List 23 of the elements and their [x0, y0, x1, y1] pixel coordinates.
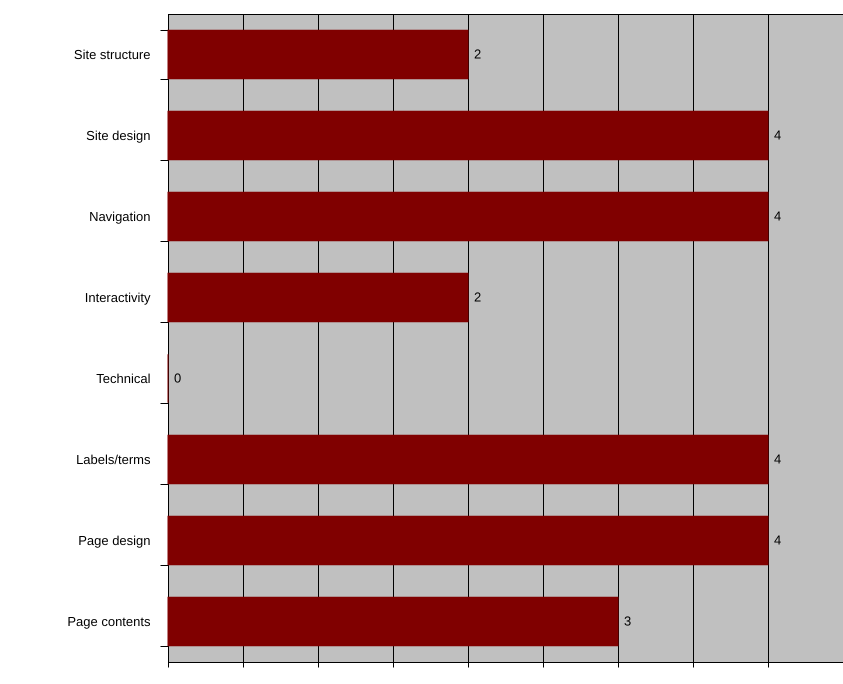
- data-label: 4: [774, 128, 782, 142]
- y-tick-label: Page design: [78, 533, 150, 548]
- y-tick-label: Navigation: [89, 209, 150, 224]
- bar: [168, 596, 618, 646]
- data-label: 3: [624, 614, 632, 628]
- y-tick-label: Site structure: [74, 47, 150, 62]
- bar: [168, 434, 768, 484]
- data-label: 2: [474, 290, 482, 304]
- bar: [168, 272, 468, 322]
- y-tick-label: Page contents: [67, 614, 151, 629]
- y-tick-label: Site design: [86, 128, 150, 143]
- data-label: 4: [774, 208, 782, 224]
- data-label: 0: [174, 370, 182, 386]
- bar: [168, 516, 768, 566]
- data-label: 2: [474, 46, 482, 62]
- bar: [168, 110, 768, 160]
- data-label: 4: [774, 452, 782, 466]
- bar: [168, 30, 468, 80]
- bar: [168, 192, 768, 242]
- y-tick-label: Interactivity: [84, 290, 151, 305]
- y-tick-label: Labels/terms: [76, 452, 151, 467]
- data-label: 4: [774, 532, 782, 548]
- y-tick-label: Technical: [96, 371, 151, 386]
